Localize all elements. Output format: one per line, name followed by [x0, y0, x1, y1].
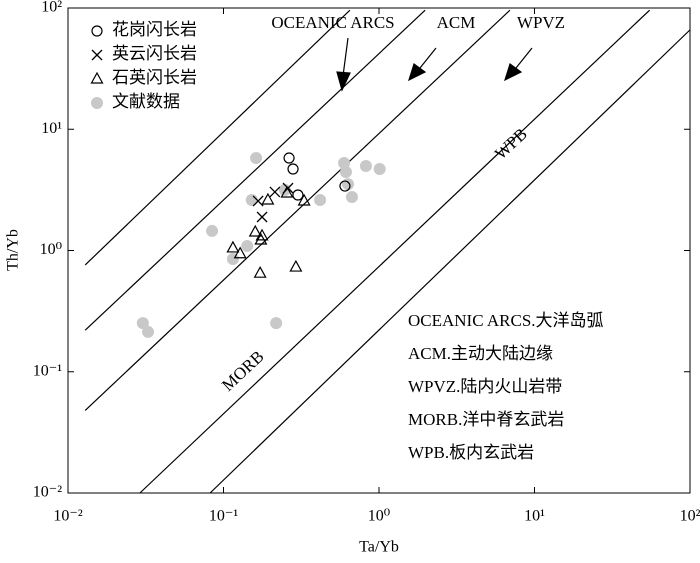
- legend-label: 文献数据: [112, 92, 180, 111]
- point-triangle: [253, 265, 267, 278]
- point-triangle: [233, 246, 247, 259]
- point-dot: [245, 193, 258, 206]
- point-dot: [345, 191, 358, 204]
- note: OCEANIC ARCS.大洋岛弧: [408, 311, 604, 330]
- y-tick-label: 10⁰: [40, 241, 62, 258]
- point-triangle: [261, 192, 275, 205]
- annotation: ACM: [437, 13, 476, 32]
- point-triangle: [297, 193, 311, 206]
- point-dot: [270, 317, 283, 330]
- reference-line: [84, 9, 426, 331]
- reference-line: [209, 29, 691, 494]
- arrow-head: [408, 63, 427, 82]
- legend-marker: [91, 97, 103, 109]
- point-triangle: [255, 228, 269, 241]
- note: ACM.主动大陆边缘: [408, 344, 553, 363]
- x-tick-label: 10⁰: [368, 508, 390, 525]
- point-cross: [252, 195, 264, 207]
- arrows: [336, 37, 533, 92]
- point-dot: [241, 239, 254, 252]
- y-tick-label: 10²: [41, 0, 62, 16]
- point-dot: [142, 325, 155, 338]
- x-tick-label: 10²: [680, 508, 700, 525]
- arrow: [515, 47, 533, 69]
- point-circle: [287, 163, 299, 175]
- arrow-head: [504, 63, 523, 82]
- point-dot: [338, 156, 351, 169]
- note: WPB.板内玄武岩: [408, 443, 534, 462]
- point-dot: [342, 178, 355, 191]
- point-triangle: [226, 240, 240, 253]
- annotation: OCEANIC ARCS: [271, 13, 394, 32]
- legend-label: 英云闪长岩: [112, 44, 197, 63]
- point-dot: [226, 253, 239, 266]
- y-tick-label: 10¹: [41, 120, 62, 137]
- x-tick-label: 10⁻²: [53, 508, 82, 525]
- point-dot: [359, 159, 372, 172]
- point-cross: [269, 186, 281, 198]
- arrow: [419, 47, 437, 69]
- point-circle: [283, 152, 295, 164]
- x-axis-label: Ta/Yb: [359, 539, 399, 556]
- point-triangle: [289, 259, 303, 272]
- point-dot: [373, 163, 386, 176]
- note: WPVZ.陆内火山岩带: [408, 377, 562, 396]
- point-circle: [339, 180, 351, 192]
- legend-marker: [91, 25, 103, 37]
- point-triangle: [254, 232, 268, 245]
- annotation: WPVZ: [517, 13, 565, 32]
- arrow: [342, 37, 349, 77]
- arrow-head: [336, 71, 351, 92]
- x-tick-label: 10¹: [524, 508, 545, 525]
- point-triangle: [248, 224, 262, 237]
- reference-line: [84, 9, 511, 411]
- reference-line: [139, 9, 651, 494]
- x-tick-label: 10⁻¹: [209, 508, 238, 525]
- point-circle: [292, 189, 304, 201]
- annotation: WPB: [491, 124, 531, 163]
- point-cross: [256, 211, 268, 223]
- point-dot: [314, 193, 327, 206]
- note: MORB.洋中脊玄武岩: [408, 410, 564, 429]
- annotation: MORB: [218, 347, 268, 395]
- legend-label: 花岗闪长岩: [112, 20, 197, 39]
- y-tick-label: 10⁻²: [33, 484, 62, 501]
- point-dot: [250, 152, 263, 165]
- notes: OCEANIC ARCS.大洋岛弧 ACM.主动大陆边缘 WPVZ.陆内火山岩带…: [408, 311, 604, 462]
- legend-marker: [91, 49, 103, 61]
- point-dot: [136, 317, 149, 330]
- legend-label: 石英闪长岩: [112, 68, 197, 87]
- y-axis-label: Th/Yb: [5, 229, 22, 271]
- point-triangle: [280, 185, 294, 198]
- point-dot: [339, 166, 352, 179]
- point-dot: [206, 224, 219, 237]
- reference-line: [84, 9, 351, 266]
- legend-marker: [90, 71, 104, 84]
- y-tick-label: 10⁻¹: [33, 362, 62, 379]
